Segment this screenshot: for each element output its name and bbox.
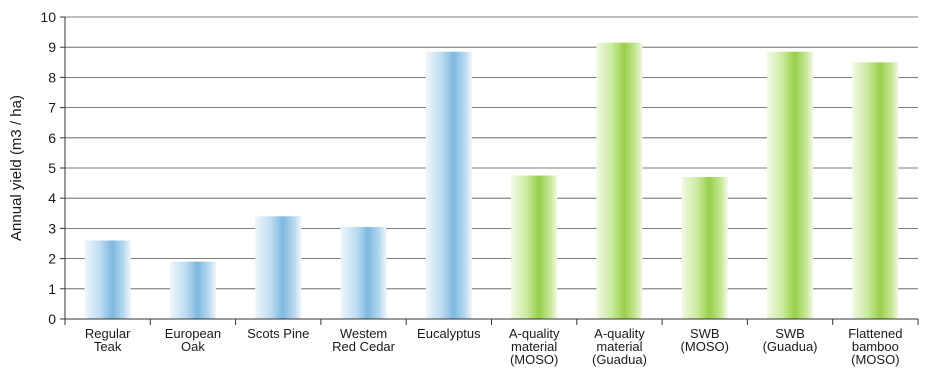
- bar-wood: [340, 226, 387, 319]
- x-tick-label: Flattened bamboo (MOSO): [848, 326, 902, 367]
- bar-wood: [425, 51, 472, 319]
- bar-wood: [84, 240, 131, 319]
- bar-bamboo: [767, 51, 814, 319]
- x-tick-label: SWB (MOSO): [681, 326, 729, 354]
- y-tick-label: 6: [48, 130, 56, 146]
- bar-bamboo: [852, 62, 899, 320]
- y-tick-label: 10: [40, 9, 56, 25]
- y-tick-label: 8: [48, 69, 56, 85]
- y-tick-label: 7: [48, 100, 56, 116]
- bar-bamboo: [681, 177, 728, 319]
- x-tick-label: A-quality material (MOSO): [509, 326, 560, 367]
- y-tick-labels: 0 1 2 3 4 5 6 7 8 9 10: [40, 9, 56, 327]
- y-axis-label: Annual yield (m3 / ha): [8, 95, 25, 241]
- bars: [84, 42, 899, 320]
- y-tick-label: 2: [48, 251, 56, 267]
- x-tick-label: Scots Pine: [247, 326, 309, 341]
- bar-wood: [255, 216, 302, 319]
- y-tick-label: 5: [48, 160, 56, 176]
- x-tick-label: Eucalyptus: [417, 326, 481, 341]
- category-labels: Regular Teak European Oak Scots Pine Westem Re…: [85, 326, 903, 367]
- x-tick-label: SWB (Guadua): [763, 326, 818, 354]
- axes: [64, 17, 919, 325]
- x-tick-label: Westem Red Cedar: [332, 326, 396, 354]
- x-tick-label: European Oak: [165, 326, 221, 354]
- bar-bamboo: [596, 42, 643, 320]
- x-tick-label: Regular Teak: [85, 326, 131, 354]
- y-tick-label: 1: [48, 281, 56, 297]
- x-tick-label: A-quality material (Guadua): [592, 326, 647, 367]
- bar-bamboo: [511, 175, 558, 319]
- y-tick-label: 3: [48, 220, 56, 236]
- bar-wood: [169, 261, 216, 319]
- y-tick-label: 4: [48, 190, 56, 206]
- y-tick-label: 0: [48, 311, 56, 327]
- y-tick-label: 9: [48, 39, 56, 55]
